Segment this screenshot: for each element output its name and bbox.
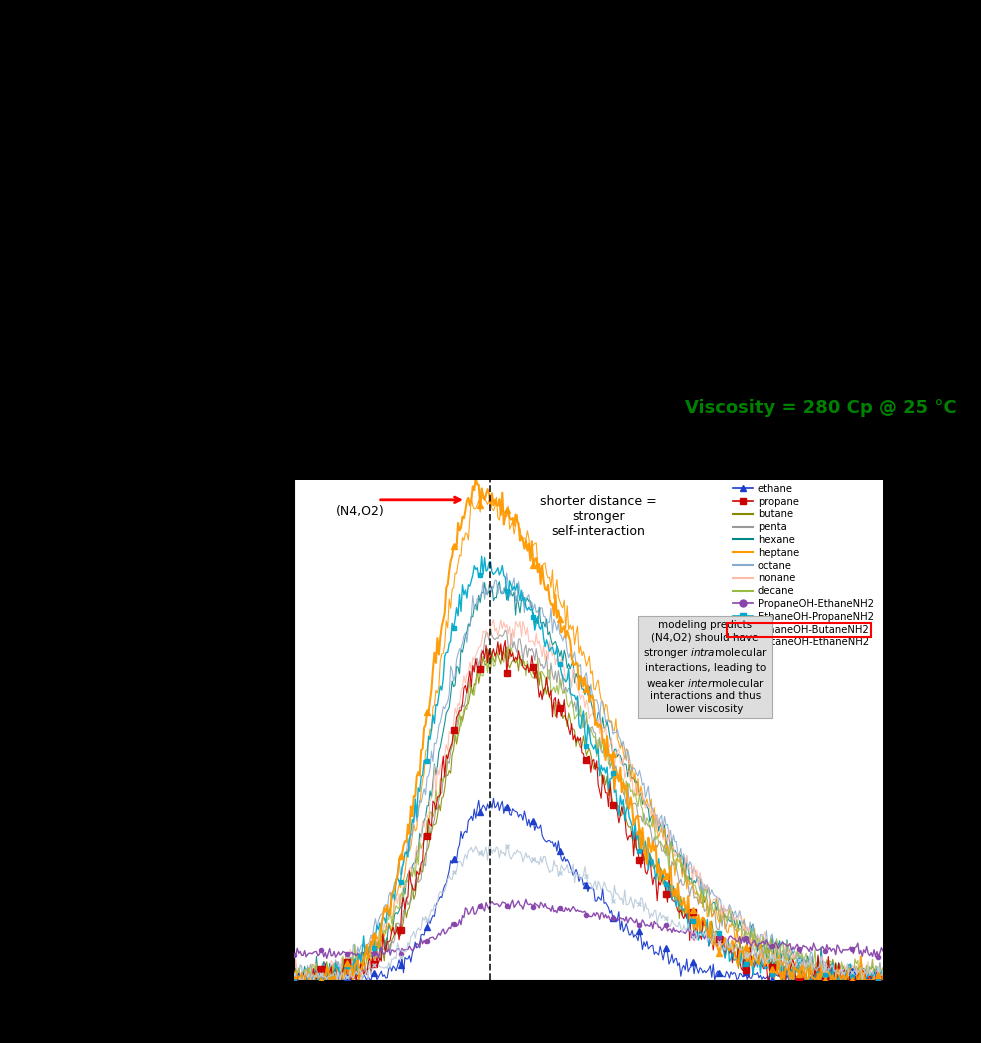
Text: modeling predicts
(N4,O2) should have
stronger $\it{intra}$molecular
interaction: modeling predicts (N4,O2) should have st… bbox=[643, 620, 767, 714]
Text: shorter distance =
stronger
self-interaction: shorter distance = stronger self-interac… bbox=[540, 494, 657, 538]
Legend: ethane, propane, butane, penta, hexane, heptane, octane, nonane, decane, Propane: ethane, propane, butane, penta, hexane, … bbox=[729, 480, 878, 652]
Y-axis label: g (r): g (r) bbox=[244, 711, 259, 749]
Text: (N4,O2): (N4,O2) bbox=[336, 505, 385, 518]
Text: Viscosity = 280 Cp @ 25 °C: Viscosity = 280 Cp @ 25 °C bbox=[685, 399, 956, 417]
X-axis label: distance (nm): distance (nm) bbox=[530, 1009, 647, 1023]
